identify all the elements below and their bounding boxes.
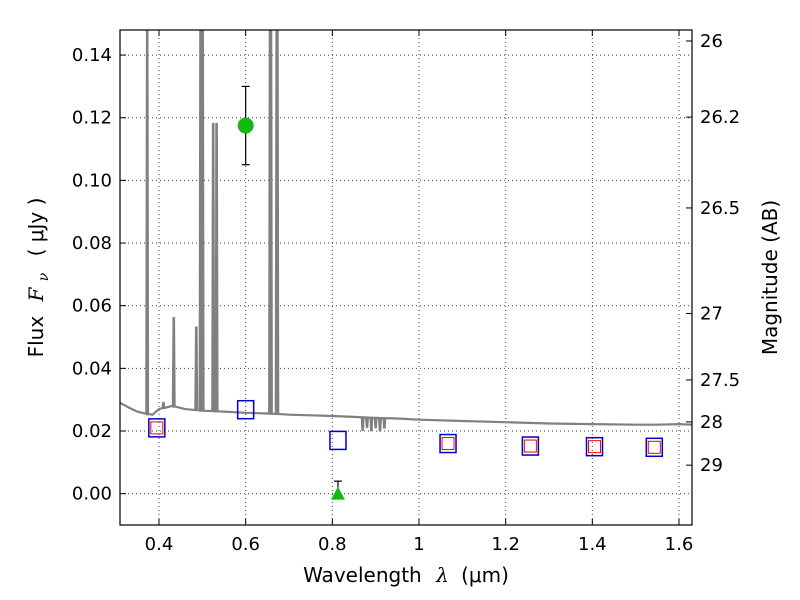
y-tick-label: 0.00 <box>72 484 112 505</box>
observed-photometry-square <box>523 439 537 453</box>
plot-data <box>120 30 692 500</box>
model-photometry-square <box>148 418 166 438</box>
axis-ticks: 0.4 0.6 0.8 1 1.2 1.4 1.6 0.00 0.02 0.04 0.06 0.08 0… <box>72 30 740 555</box>
x-tick-label: 1.4 <box>578 534 607 555</box>
y2-tick-label: 26.5 <box>700 198 740 219</box>
model-photometry-square <box>585 436 604 457</box>
y-tick-label: 0.08 <box>72 233 112 254</box>
x-tick-label: 1.6 <box>665 534 694 555</box>
observed-photometry-square <box>150 421 164 435</box>
y2-tick-label: 26.2 <box>700 107 740 128</box>
y-axis-label-symbol: F <box>24 286 48 302</box>
y2-axis-label: Magnitude (AB) <box>758 200 782 355</box>
y-tick-label: 0.02 <box>72 421 112 442</box>
x-axis-label-symbol: λ <box>435 563 449 587</box>
y2-tick-label: 26 <box>700 31 723 52</box>
model-spectrum-line <box>120 30 692 432</box>
y2-tick-label: 27.5 <box>700 370 740 391</box>
y-tick-label: 0.12 <box>72 108 112 129</box>
x-tick-label: 0.6 <box>231 534 260 555</box>
upper-limit-triangle <box>330 486 345 500</box>
detection-point <box>237 117 254 134</box>
y-tick-label: 0.04 <box>72 358 112 379</box>
observed-photometry-square <box>647 440 661 454</box>
model-photometry-square <box>236 399 255 420</box>
y-tick-label: 0.10 <box>72 170 112 191</box>
y-axis-label-prefix: Flux <box>24 316 48 358</box>
x-axis-label-unit: (μm) <box>461 563 509 587</box>
y2-tick-label: 28 <box>700 412 723 433</box>
x-axis-label: Wavelength λ (μm) <box>303 563 509 587</box>
y-axis-label: Flux F ν ( μJy ) <box>24 198 53 358</box>
y2-tick-label: 27 <box>700 304 723 325</box>
y-axis-label-subscript: ν <box>36 272 52 281</box>
plot-frame <box>119 29 693 526</box>
x-tick-label: 0.8 <box>318 534 347 555</box>
y-tick-label: 0.06 <box>72 296 112 317</box>
x-tick-label: 1.2 <box>491 534 520 555</box>
model-photometry-square <box>329 430 347 451</box>
y2-tick-label: 29 <box>700 455 723 476</box>
observed-photometry-square <box>441 437 455 451</box>
x-axis-label-prefix: Wavelength <box>303 563 422 587</box>
x-tick-label: 1 <box>413 534 424 555</box>
grid-lines <box>120 30 692 525</box>
observed-photometry-square <box>588 440 601 454</box>
y-tick-label: 0.14 <box>72 45 112 66</box>
x-tick-label: 0.4 <box>145 534 174 555</box>
model-photometry-square <box>521 436 540 456</box>
model-photometry-square <box>439 433 457 454</box>
y-axis-label-unit: ( μJy ) <box>24 198 48 257</box>
model-photometry-square <box>645 437 664 458</box>
